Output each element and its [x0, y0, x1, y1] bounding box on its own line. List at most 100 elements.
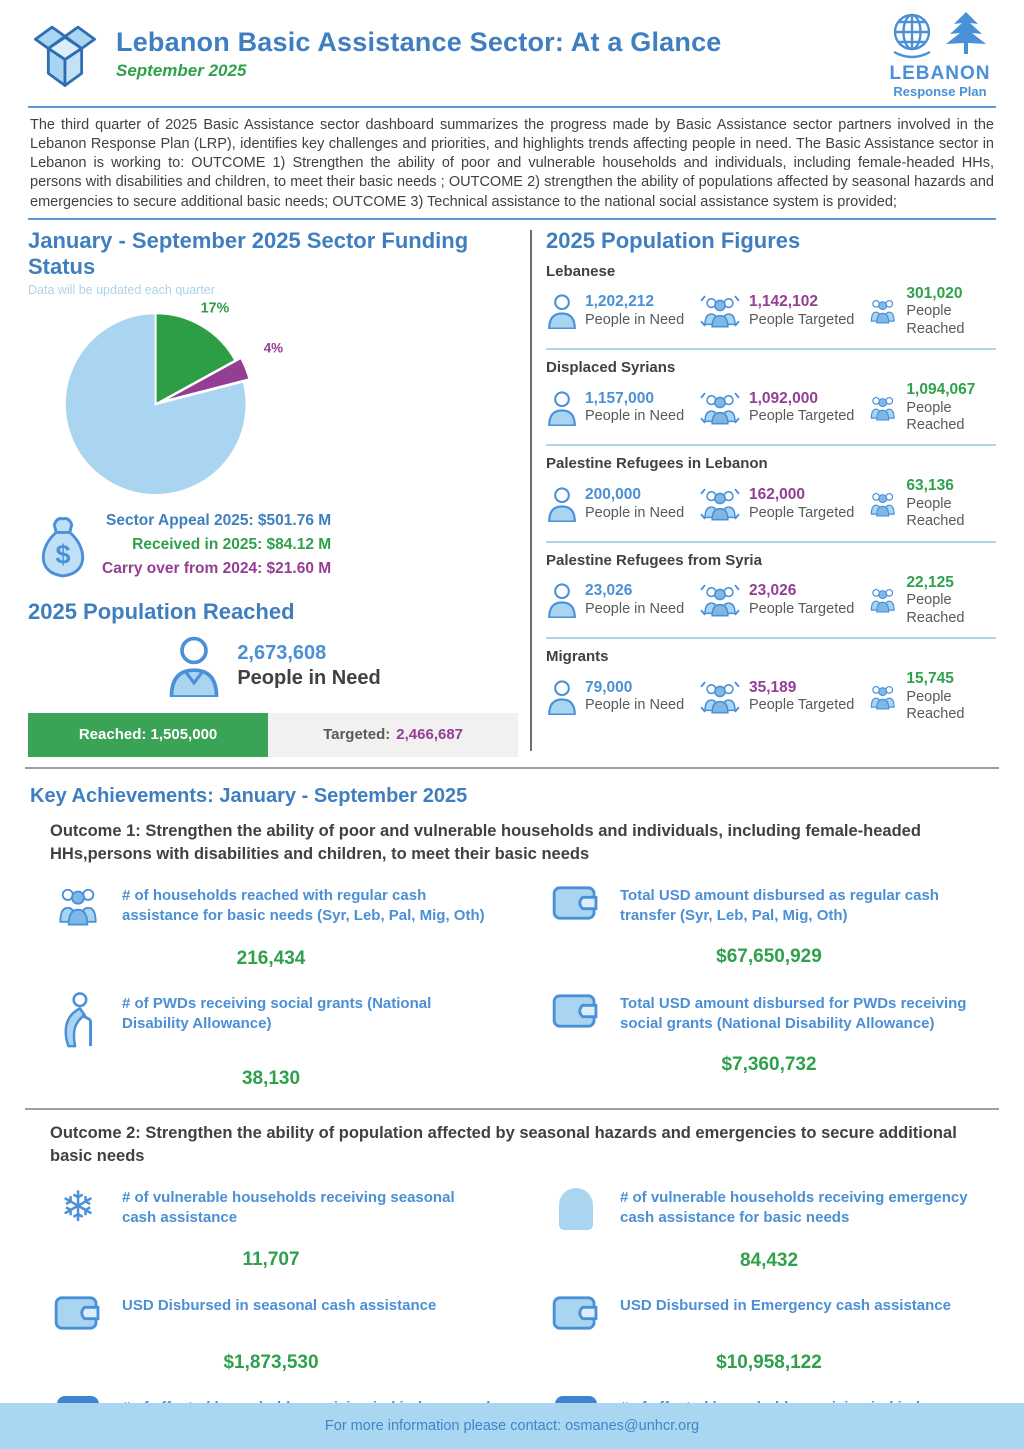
indicator-label: USD Disbursed in Emergency cash assistan… [620, 1297, 951, 1315]
stat-people-in-need: 1,202,212 People in Need [546, 285, 698, 338]
indicator: # of vulnerable households receiving eme… [548, 1186, 990, 1280]
people-group-icon [59, 888, 97, 926]
indicator-label: # of vulnerable households receiving sea… [122, 1189, 455, 1227]
people-targeted-icon [700, 295, 740, 328]
population-group: Palestine Refugees from Syria 23,026 Peop… [546, 543, 996, 640]
indicator-value: $1,873,530 [223, 1352, 319, 1374]
header-divider [28, 106, 996, 108]
section-divider [25, 1107, 999, 1110]
wallet-icon [54, 1296, 100, 1330]
group-name: Migrants [546, 648, 609, 666]
population-group: Palestine Refugees in Lebanon 200,000 Peo… [546, 446, 996, 543]
stat-people-targeted: 1,142,102 People Targeted [698, 285, 866, 338]
pie-label-received: 17% [201, 300, 230, 316]
funding-received: Received in 2025: $84.12 M [132, 535, 332, 553]
population-group: Lebanese 1,202,212 People in Need [546, 254, 996, 350]
targeted-label: Targeted: [323, 726, 391, 744]
indicator-label: # of households reached with regular cas… [122, 886, 485, 925]
outcome1-indicators: # of households reached with regular cas… [50, 870, 990, 1098]
indicator-value: 11,707 [242, 1248, 300, 1270]
indicator: Total USD amount disbursed for PWDs rece… [548, 992, 990, 1098]
stat-people-reached: 301,020 People Reached [866, 285, 996, 338]
indicator-label: # of vulnerable households receiving eme… [620, 1189, 968, 1227]
outcome2-title: Outcome 2: Strengthen the ability of pop… [50, 1123, 957, 1165]
reached-progress-bar: Reached: 1,505,000 Targeted: 2,466,687 [28, 712, 518, 757]
open-box-icon [34, 25, 96, 87]
population-group: Displaced Syrians 1,157,000 People in Nee… [546, 350, 996, 447]
stat-people-reached: 1,094,067 People Reached [866, 381, 996, 434]
indicator: USD Disbursed in seasonal cash assistanc… [50, 1294, 492, 1382]
indicator-label: USD Disbursed in seasonal cash assistanc… [122, 1297, 437, 1315]
money-bag-icon: $ [41, 516, 85, 578]
stat-people-reached: 22,125 People Reached [866, 574, 996, 627]
funding-column: January - September 2025 Sector Funding … [28, 228, 530, 757]
indicator-value: 38,130 [241, 1067, 301, 1089]
targeted-value: 2,466,687 [396, 726, 464, 744]
group-name: Palestine Refugees in Lebanon [546, 455, 768, 473]
header: Lebanon Basic Assistance Sector: At a Gl… [0, 0, 1024, 102]
indicator: USD Disbursed in Emergency cash assistan… [548, 1294, 990, 1382]
funding-note: Data will be updated each quarter [28, 282, 215, 297]
section-divider [25, 766, 999, 769]
footer-contact-bar: For more information please contact: osm… [0, 1403, 1024, 1449]
contact-email[interactable]: For more information please contact: osm… [324, 1418, 700, 1434]
stat-people-in-need: 200,000 People in Need [546, 477, 698, 530]
indicator: # of households reached with regular cas… [50, 884, 492, 978]
outcome1-title: Outcome 1: Strengthen the ability of poo… [50, 821, 921, 863]
indicator-value: $67,650,929 [716, 946, 822, 968]
stat-people-reached: 63,136 People Reached [866, 477, 996, 530]
intro-divider [28, 217, 996, 220]
stat-people-targeted: 35,189 People Targeted [698, 670, 866, 723]
pie-slice-carryover [160, 356, 251, 403]
population-figures-column: 2025 Population Figures Lebanese 1,202,2… [532, 228, 996, 757]
wallet-icon [552, 886, 598, 920]
indicator-label: Total USD amount disbursed for PWDs rece… [620, 994, 967, 1033]
group-name: Lebanese [546, 262, 616, 280]
stat-people-targeted: 23,026 People Targeted [698, 574, 866, 627]
logo-text-response-plan: Response Plan [893, 84, 987, 99]
indicator: ❄ # of vulnerable households receiving s… [50, 1186, 492, 1280]
indicator: Total USD amount disbursed as regular ca… [548, 884, 990, 978]
person-icon [548, 294, 576, 330]
indicator-value: 84,432 [739, 1250, 799, 1272]
achievements-title: Key Achievements: January - September 20… [30, 784, 468, 807]
indicator-value: $7,360,732 [721, 1054, 817, 1076]
stat-people-in-need: 79,000 People in Need [546, 670, 698, 723]
pie-slice-received [154, 312, 237, 406]
lrp-logo: LEBANON Response Plan [884, 10, 996, 98]
indicator-label: Total USD amount disbursed as regular ca… [620, 886, 939, 925]
stat-people-in-need: 23,026 People in Need [546, 574, 698, 627]
un-cedar-logo-icon [893, 12, 986, 59]
funding-title: January - September 2025 Sector Funding … [28, 227, 469, 279]
people-in-need-label: People in Need [237, 666, 381, 689]
people-group-icon [870, 300, 895, 324]
fuel-tank-icon [559, 1188, 593, 1231]
stat-people-targeted: 162,000 People Targeted [698, 477, 866, 530]
stat-people-in-need: 1,157,000 People in Need [546, 381, 698, 434]
stat-people-targeted: 1,092,000 People Targeted [698, 381, 866, 434]
intro-paragraph: The third quarter of 2025 Basic Assistan… [30, 117, 994, 210]
funding-carryover: Carry over from 2024: $21.60 M [102, 559, 332, 577]
people-in-need-value: 2,673,608 [237, 641, 327, 664]
wallet-icon [552, 1296, 598, 1330]
indicator-value: 216,434 [236, 947, 306, 969]
elderly-person-icon [64, 992, 92, 1048]
wallet-icon [552, 994, 598, 1028]
page-title: Lebanon Basic Assistance Sector: At a Gl… [116, 27, 722, 57]
population-figures-title: 2025 Population Figures [546, 227, 801, 253]
indicator: # of PWDs receiving social grants (Natio… [50, 992, 492, 1098]
funding-appeal: Sector Appeal 2025: $501.76 M [106, 511, 332, 529]
group-name: Displaced Syrians [546, 359, 676, 376]
progress-targeted-segment: Targeted: 2,466,687 [268, 713, 518, 757]
pie-label-carryover: 4% [264, 340, 283, 355]
indicator-value: $10,958,122 [716, 1352, 822, 1374]
report-date: September 2025 [116, 61, 247, 80]
pie-slice-remaining [63, 312, 248, 495]
funding-pie-chart: 17% 4% [63, 300, 283, 495]
population-group: Migrants 79,000 People in Need 35,189 Peop… [546, 639, 996, 733]
column-divider [530, 229, 532, 751]
snowflake-icon: ❄ [60, 1182, 96, 1232]
dollar-glyph: $ [55, 539, 70, 569]
stat-people-reached: 15,745 People Reached [866, 670, 996, 723]
